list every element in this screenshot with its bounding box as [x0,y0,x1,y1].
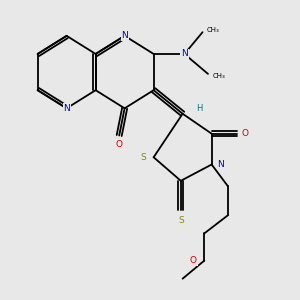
Text: CH₃: CH₃ [207,27,220,33]
Text: S: S [140,153,146,162]
Text: O: O [190,256,197,265]
Text: N: N [63,104,70,113]
Text: N: N [121,31,128,40]
Text: S: S [178,216,184,225]
Text: N: N [181,50,188,58]
Text: H: H [196,104,202,113]
Text: CH₃: CH₃ [212,73,225,79]
Text: N: N [217,160,224,169]
Text: O: O [242,129,248,138]
Text: O: O [116,140,123,149]
